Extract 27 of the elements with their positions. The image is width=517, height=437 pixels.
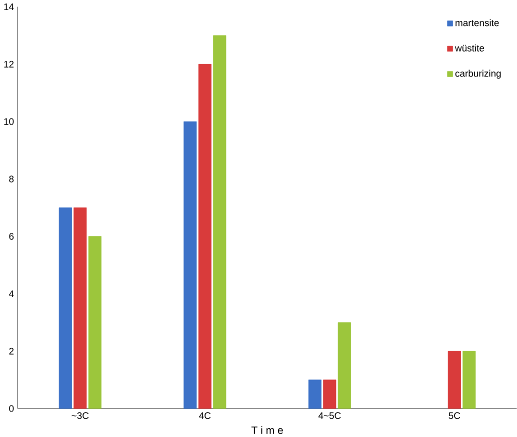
y-tick-label: 2: [9, 348, 14, 354]
x-tick-label: 5C: [448, 412, 460, 419]
y-tick-label: 8: [9, 175, 14, 182]
y-tick-label: 6: [9, 232, 14, 240]
x-tick-label: ~3C: [72, 412, 89, 419]
bar: [184, 121, 197, 409]
y-tick-label: 14: [4, 3, 14, 10]
y-tick-label: 10: [4, 118, 14, 125]
y-tick-label: 12: [4, 60, 14, 68]
y-tick-label: 0: [9, 404, 14, 412]
y-tick-label: 4: [8, 290, 14, 297]
bar: [462, 350, 476, 409]
bar: [58, 207, 72, 409]
bar: [213, 35, 226, 409]
bar: [74, 207, 87, 409]
x-tick-label: 4~5C: [318, 412, 341, 419]
legend-label: wüstite: [454, 44, 484, 52]
bar: [88, 236, 102, 409]
bar: [323, 379, 336, 409]
bar: [448, 350, 461, 409]
legend-label: martensite: [456, 19, 499, 26]
bar: [338, 322, 351, 409]
x-axis-title: T i m e: [251, 426, 283, 434]
legend-label: carburizing: [455, 70, 501, 78]
bar: [198, 64, 212, 409]
bar: [308, 379, 322, 409]
x-tick-label: 4C: [199, 412, 211, 419]
